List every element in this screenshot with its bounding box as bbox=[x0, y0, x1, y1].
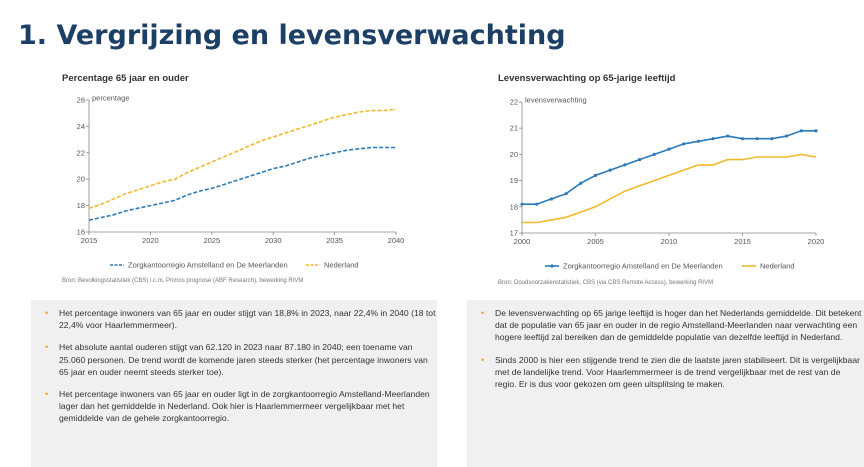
data-point bbox=[593, 173, 598, 177]
bullet-text: Sinds 2000 is hier een stijgende trend t… bbox=[495, 354, 860, 390]
y-axis-label: levensverwachting bbox=[525, 96, 587, 105]
series-line-2 bbox=[88, 108, 397, 209]
bullet-marker: • bbox=[481, 308, 485, 318]
data-point bbox=[579, 181, 583, 185]
x-tick-label: 2020 bbox=[142, 236, 159, 245]
series-line-2 bbox=[522, 153, 817, 224]
data-point bbox=[682, 142, 686, 146]
chart-title-levensverwachting: Levensverwachting op 65-jarige leeftijd bbox=[498, 73, 676, 84]
bullet-text: Het percentage inwoners van 65 jaar en o… bbox=[59, 308, 436, 331]
text-panel-left: • Het percentage inwoners van 65 jaar en … bbox=[31, 300, 437, 467]
y-axis-label: percentage bbox=[92, 94, 130, 103]
data-point bbox=[549, 197, 554, 201]
x-tick-label: 2020 bbox=[808, 237, 825, 246]
data-point bbox=[799, 129, 803, 133]
x-tick-label: 2025 bbox=[203, 236, 220, 245]
data-point bbox=[535, 202, 539, 206]
bullet-marker: • bbox=[45, 308, 49, 318]
bullet-marker: • bbox=[481, 354, 485, 365]
data-point bbox=[711, 137, 715, 141]
bullet-text: De levensverwachting op 65 jarige leefti… bbox=[495, 308, 862, 343]
y-tick-label: 22 bbox=[77, 148, 85, 157]
left-panel-bullet-1: • Het percentage inwoners van 65 jaar en … bbox=[31, 307, 437, 331]
y-tick-label: 18 bbox=[510, 202, 518, 211]
right-panel-bullet-2: • Sinds 2000 is hier een stijgende trend … bbox=[467, 354, 864, 391]
text-panel-right: • De levensverwachting op 65 jarige leeft… bbox=[467, 300, 864, 467]
legend-label-2: Nederland bbox=[324, 261, 359, 270]
page-title: 1. Vergrijzing en levensverwachting bbox=[18, 20, 566, 51]
legend-marker bbox=[550, 264, 554, 268]
data-point bbox=[638, 158, 642, 162]
data-point bbox=[652, 152, 656, 156]
data-point bbox=[726, 134, 730, 138]
left-panel-bullet-2: • Het absolute aantal ouderen stijgt van … bbox=[31, 341, 437, 378]
left-panel-bullet-3: • Het percentage inwoners van 65 jaar en … bbox=[31, 388, 437, 425]
data-point bbox=[520, 202, 524, 206]
data-point bbox=[755, 137, 759, 141]
bullet-marker: • bbox=[45, 389, 49, 400]
data-point bbox=[564, 192, 568, 196]
bullet-text: Het percentage inwoners van 65 jaar en o… bbox=[59, 389, 430, 424]
data-point bbox=[608, 168, 612, 172]
chart-title-percentage-65plus: Percentage 65 jaar en ouder bbox=[62, 73, 189, 84]
x-tick-label: 2015 bbox=[81, 236, 98, 245]
y-tick-label: 17 bbox=[510, 229, 518, 238]
series-line-1 bbox=[88, 146, 396, 221]
right-panel-bullet-1: • De levensverwachting op 65 jarige leeft… bbox=[467, 307, 864, 344]
y-tick-label: 24 bbox=[77, 122, 85, 131]
data-point bbox=[667, 147, 671, 151]
y-tick-label: 26 bbox=[77, 96, 85, 105]
data-point bbox=[770, 137, 774, 141]
y-tick-label: 16 bbox=[77, 228, 85, 237]
x-tick-label: 2040 bbox=[388, 236, 405, 245]
chart-source-right: Bron: Doodsoorzakenstatistiek, CBS (via … bbox=[498, 280, 714, 286]
legend-label-1: Zorgkantoorregio Amstelland en De Meerla… bbox=[563, 262, 723, 271]
y-tick-label: 19 bbox=[510, 176, 518, 185]
x-tick-label: 2015 bbox=[734, 237, 751, 246]
y-tick-label: 20 bbox=[510, 150, 518, 159]
data-point bbox=[740, 137, 745, 141]
data-point bbox=[785, 134, 789, 138]
x-tick-label: 2035 bbox=[326, 236, 343, 245]
legend-label-1: Zorgkantoorregio Amstelland en De Meerla… bbox=[128, 261, 288, 270]
bullet-marker: • bbox=[45, 342, 49, 353]
x-tick-label: 2005 bbox=[587, 237, 604, 246]
legend-label-2: Nederland bbox=[760, 262, 795, 271]
x-tick-label: 2000 bbox=[514, 237, 531, 246]
y-tick-label: 18 bbox=[77, 201, 85, 210]
chart-source-left: Bron: Bevolkingsstatistiek (CBS) i.c.m. … bbox=[62, 278, 304, 284]
data-point bbox=[814, 129, 818, 133]
bullet-text: Het absolute aantal ouderen stijgt van 6… bbox=[59, 342, 428, 377]
y-tick-label: 22 bbox=[510, 98, 518, 107]
y-tick-label: 20 bbox=[77, 175, 85, 184]
data-point bbox=[623, 163, 627, 167]
data-point bbox=[696, 139, 701, 143]
y-tick-label: 21 bbox=[510, 124, 518, 133]
x-tick-label: 2030 bbox=[265, 236, 282, 245]
x-tick-label: 2010 bbox=[661, 237, 678, 246]
